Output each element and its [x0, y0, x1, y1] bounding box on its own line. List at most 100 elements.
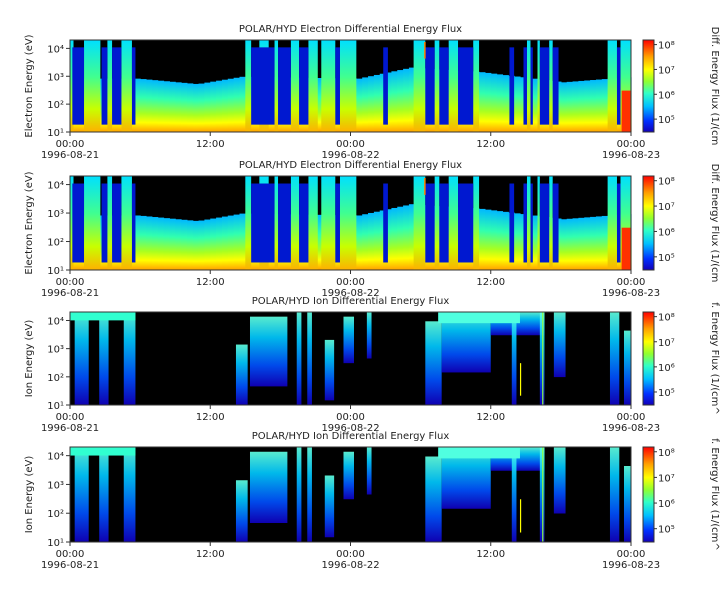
flux-band-cell: [379, 210, 387, 270]
y-tick-label: 10⁴: [47, 316, 64, 327]
panel-title: POLAR/HYD Electron Differential Energy F…: [239, 24, 462, 35]
x-tick-label: 12:00: [476, 412, 505, 423]
x-tick-label: 00:00: [56, 139, 85, 150]
ion-high-energy-band: [438, 312, 520, 324]
ion-flux-region: [511, 312, 517, 405]
flux-band-cell: [490, 73, 498, 132]
flux-band-cell: [210, 218, 217, 270]
flux-band-cell: [221, 79, 229, 132]
flux-burst: [549, 40, 553, 132]
low-flux-gap: [439, 183, 449, 263]
low-flux-gap: [425, 47, 435, 125]
low-flux-gap: [509, 183, 515, 263]
ion-high-energy-band: [438, 447, 520, 459]
low-flux-gap: [530, 47, 533, 125]
x-date-label: 1996-08-22: [321, 423, 379, 434]
ion-flux-region: [343, 451, 355, 500]
flux-band-cell: [590, 216, 597, 270]
x-tick-label: 00:00: [617, 549, 646, 560]
flux-burst: [290, 40, 300, 132]
spectrogram-panel-3: POLAR/HYD Ion Differential Energy Flux 10…: [24, 296, 720, 434]
colorbar-tick-label: 10⁶: [658, 363, 675, 374]
flux-band-cell: [192, 83, 200, 132]
low-flux-gap: [523, 47, 527, 125]
ion-spike: [542, 447, 544, 542]
flux-band-cell: [397, 70, 404, 132]
x-tick-label: 00:00: [617, 139, 646, 150]
flux-band-cell: [368, 212, 375, 270]
ion-flux-region: [123, 447, 136, 542]
y-tick-label: 10²: [47, 373, 64, 384]
flux-band-cell: [502, 211, 509, 270]
flux-band-cell: [566, 218, 574, 270]
flux-band-cell: [134, 215, 141, 270]
low-flux-gap: [616, 47, 621, 125]
colorbar: [642, 175, 655, 271]
ion-flux-region: [366, 447, 372, 495]
low-flux-gap: [458, 183, 474, 263]
x-date-label: 1996-08-21: [41, 150, 99, 161]
x-date-label: 1996-08-23: [602, 288, 660, 299]
colorbar: [642, 446, 655, 543]
flux-band-cell: [157, 80, 165, 132]
flux-band-cell: [151, 80, 159, 132]
low-flux-gap: [539, 47, 550, 125]
low-flux-gap: [299, 183, 309, 263]
x-tick-label: 12:00: [196, 412, 225, 423]
flux-band-cell: [408, 204, 416, 270]
flux-band-cell: [163, 218, 170, 270]
flux-burst: [308, 176, 318, 270]
flux-band-cell: [216, 217, 223, 270]
x-tick-label: 00:00: [336, 549, 365, 560]
flux-burst: [339, 40, 357, 132]
flux-band-cell: [233, 214, 241, 270]
flux-band-cell: [221, 216, 229, 270]
ion-flux-region: [99, 447, 109, 542]
ion-flux-region: [74, 447, 89, 542]
colorbar: [642, 311, 655, 406]
colorbar-tick-label: 10⁶: [658, 227, 675, 238]
y-tick-label: 10²: [47, 238, 64, 249]
low-flux-gap: [131, 183, 136, 263]
x-tick-label: 00:00: [617, 277, 646, 288]
low-flux-gap: [458, 47, 474, 125]
flux-band-cell: [356, 215, 363, 270]
flux-burst: [70, 176, 74, 270]
flux-band-cell: [151, 217, 159, 270]
flux-band-cell: [391, 207, 398, 270]
flux-band-cell: [239, 213, 246, 270]
panel-title: POLAR/HYD Ion Differential Energy Flux: [252, 296, 450, 307]
flux-band-cell: [502, 75, 509, 132]
ion-flux-region: [553, 312, 566, 378]
spectrogram-panel-1: POLAR/HYD Electron Differential Energy F…: [24, 24, 720, 161]
flux-band-cell: [590, 80, 597, 132]
panel-title: POLAR/HYD Electron Differential Energy F…: [239, 160, 462, 171]
flux-band-cell: [362, 77, 369, 132]
flux-burst: [620, 176, 631, 270]
x-tick-label: 00:00: [336, 412, 365, 423]
low-flux-gap: [383, 47, 388, 125]
colorbar-tick-label: 10⁵: [658, 525, 675, 536]
flux-burst: [290, 176, 300, 270]
flux-burst: [549, 176, 553, 270]
flux-band-cell: [391, 71, 398, 132]
flux-band-cell: [601, 79, 609, 132]
flux-band-cell: [204, 82, 211, 132]
flux-band-cell: [145, 216, 153, 270]
flux-band-cell: [519, 214, 527, 270]
flux-band-cell: [403, 68, 410, 132]
ion-flux-region: [296, 447, 302, 542]
low-flux-gap: [552, 183, 559, 263]
flux-band-cell: [566, 81, 574, 132]
ion-flux-region: [123, 312, 136, 405]
flux-band-cell: [519, 77, 527, 132]
flux-burst: [448, 176, 459, 270]
flux-burst: [245, 176, 252, 270]
x-date-label: 1996-08-22: [321, 288, 379, 299]
flux-burst: [413, 40, 426, 132]
x-tick-label: 12:00: [196, 549, 225, 560]
colorbar-tick-label: 10⁸: [658, 313, 675, 324]
ion-high-energy-band: [70, 312, 136, 321]
flux-burst: [321, 176, 336, 270]
y-tick-label: 10⁴: [47, 452, 64, 463]
